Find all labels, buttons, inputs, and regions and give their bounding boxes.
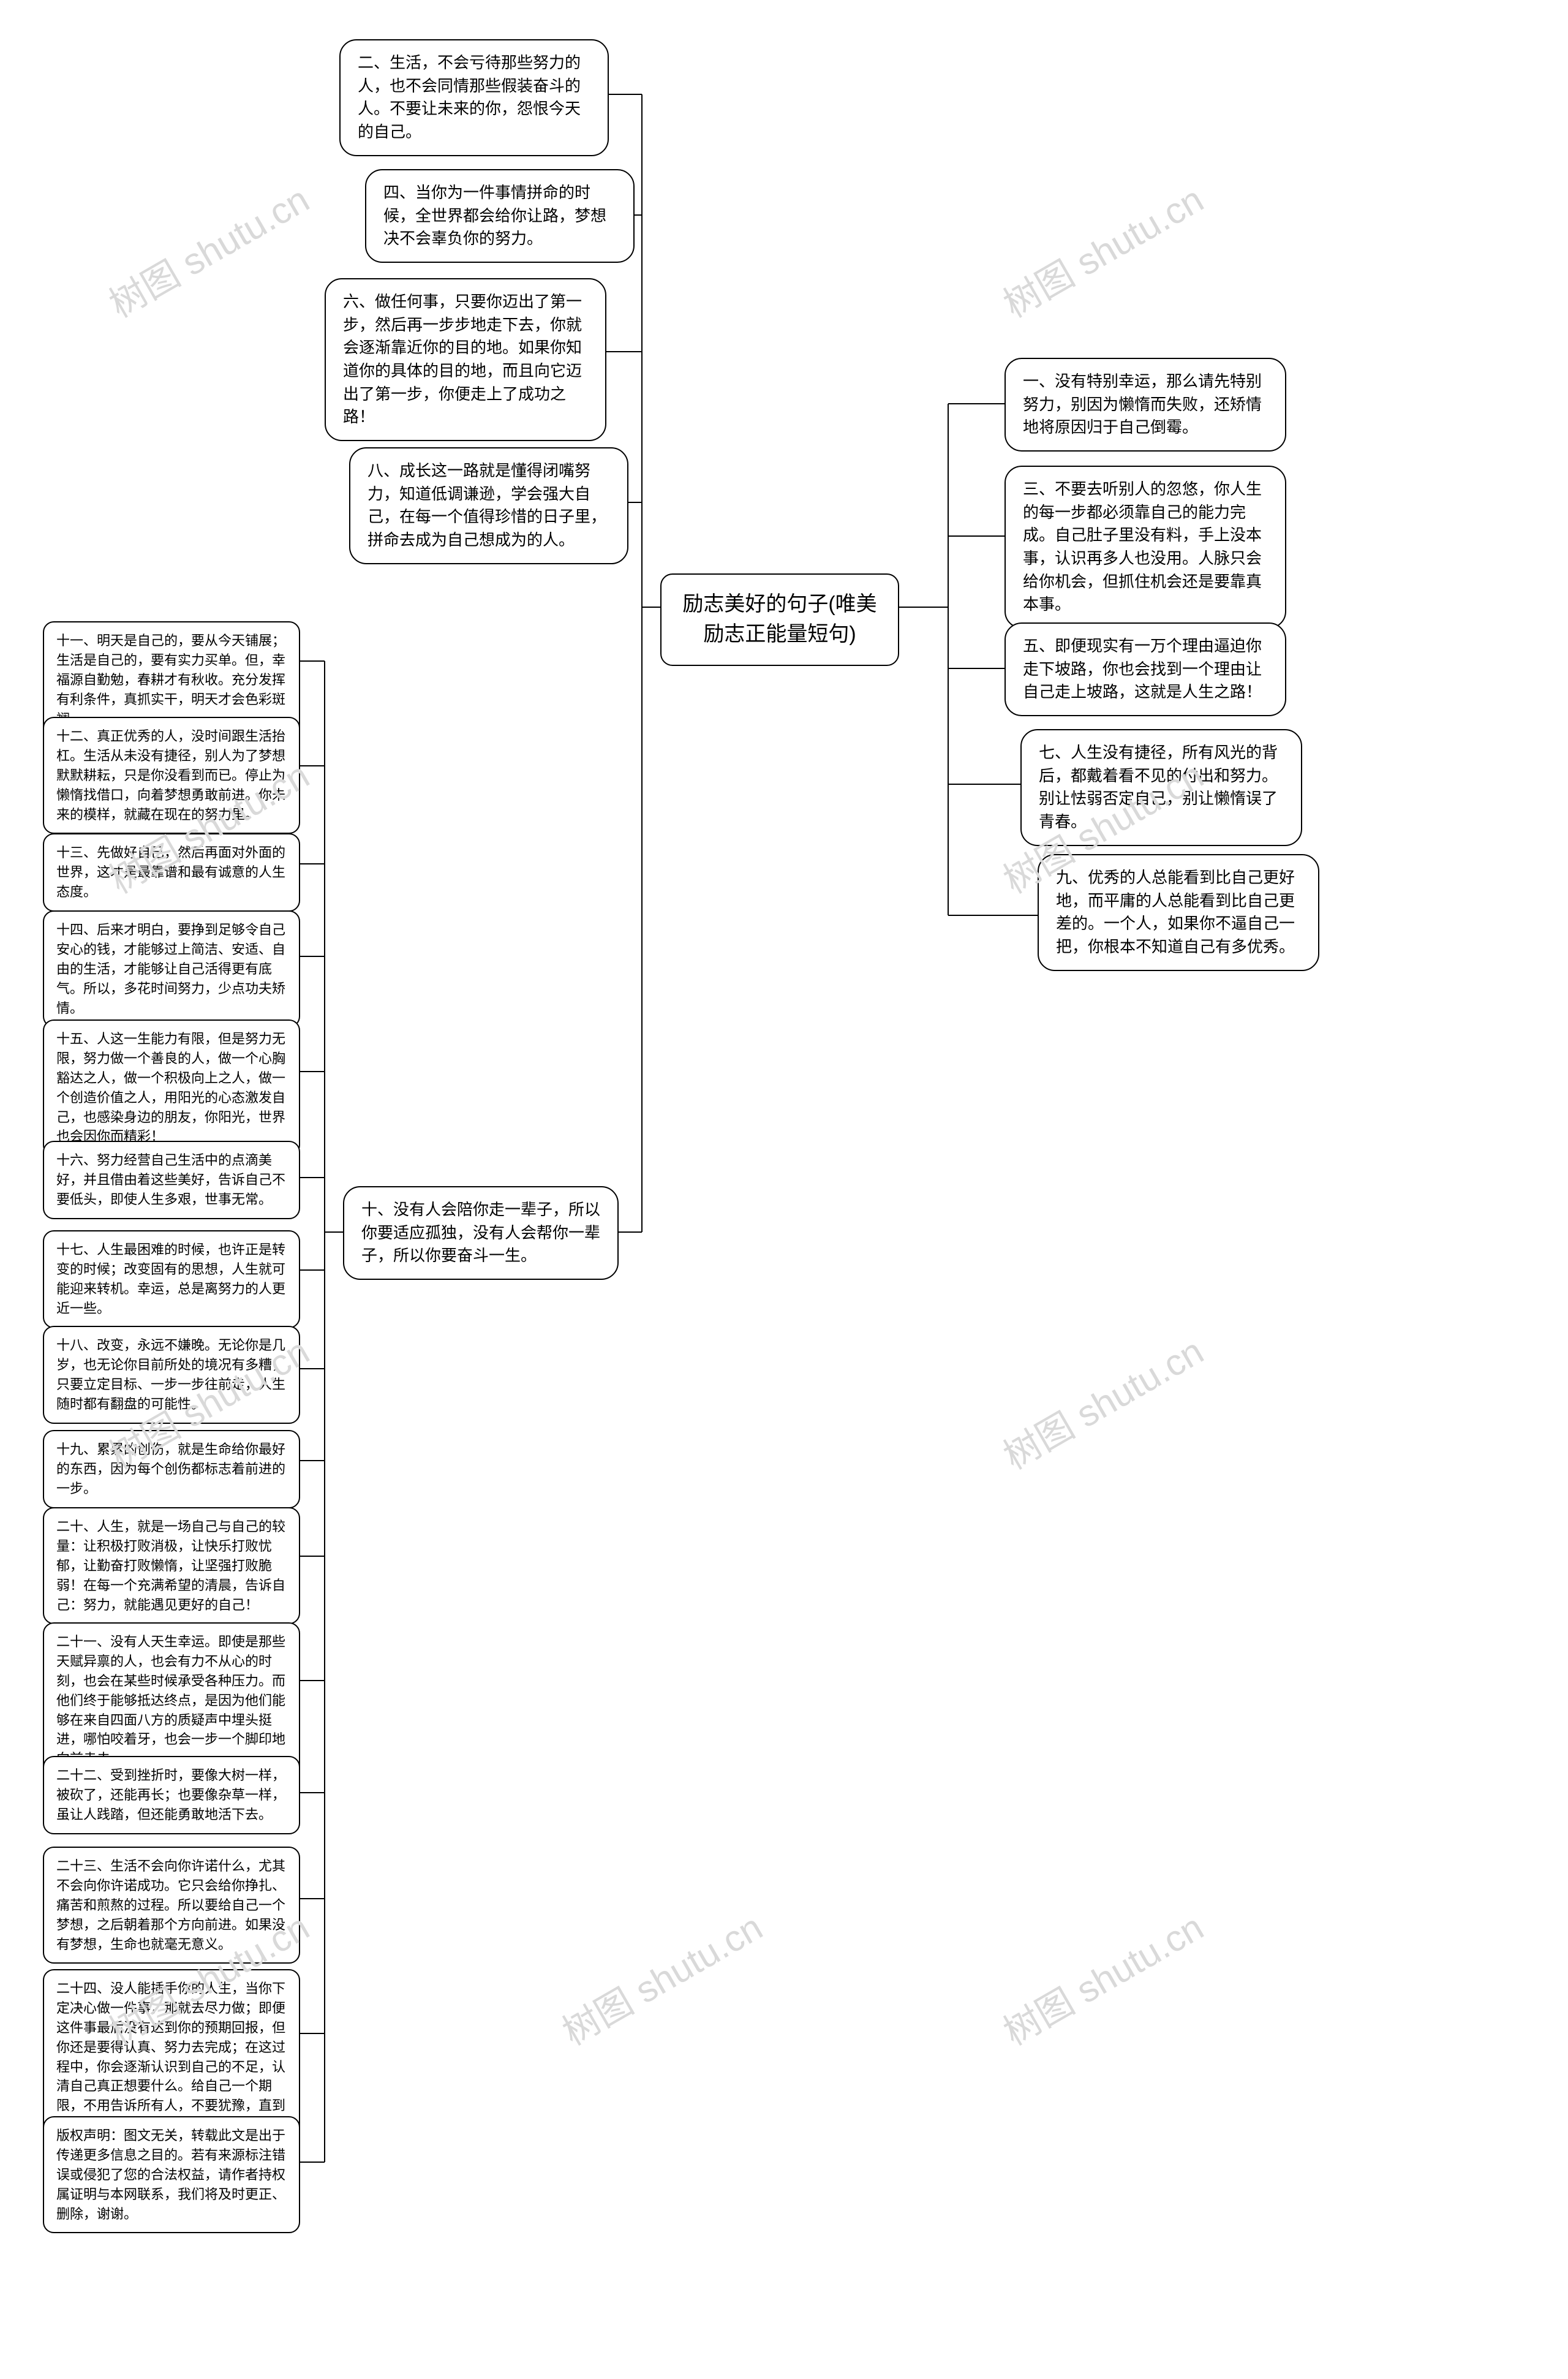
mindmap-node: 十五、人这一生能力有限，但是努力无限，努力做一个善良的人，做一个心胸豁达之人，做… (43, 1019, 300, 1156)
watermark: 树图 shutu.cn (551, 1898, 771, 2056)
mindmap-node: 励志美好的句子(唯美励志正能量短句) (660, 573, 899, 666)
mindmap-node: 一、没有特别幸运，那么请先特别努力，别因为懒惰而失败，还矫情地将原因归于自己倒霉… (1005, 358, 1286, 452)
mindmap-node: 七、人生没有捷径，所有风光的背后，都戴着看不见的付出和努力。别让怯弱否定自己，别… (1020, 729, 1302, 846)
mindmap-node: 二十三、生活不会向你许诺什么，尤其不会向你许诺成功。它只会给你挣扎、痛苦和煎熬的… (43, 1847, 300, 1964)
mindmap-node: 八、成长这一路就是懂得闭嘴努力，知道低调谦逊，学会强大自己，在每一个值得珍惜的日… (349, 447, 628, 564)
mindmap-node: 二十、人生，就是一场自己与自己的较量：让积极打败消极，让快乐打败忧郁，让勤奋打败… (43, 1507, 300, 1624)
mindmap-node: 三、不要去听别人的忽悠，你人生的每一步都必须靠自己的能力完成。自己肚子里没有料，… (1005, 466, 1286, 629)
watermark: 树图 shutu.cn (992, 1898, 1212, 2056)
mindmap-node: 二十一、没有人天生幸运。即使是那些天赋异禀的人，也会有力不从心的时刻，也会在某些… (43, 1622, 300, 1779)
mindmap-node: 十九、累累的创伤，就是生命给你最好的东西，因为每个创伤都标志着前进的一步。 (43, 1430, 300, 1508)
mindmap-node: 十六、努力经营自己生活中的点滴美好，并且借由着这些美好，告诉自己不要低头，即使人… (43, 1141, 300, 1219)
mindmap-node: 五、即便现实有一万个理由逼迫你走下坡路，你也会找到一个理由让自己走上坡路，这就是… (1005, 622, 1286, 716)
mindmap-node: 十八、改变，永远不嫌晚。无论你是几岁，也无论你目前所处的境况有多糟，只要立定目标… (43, 1326, 300, 1424)
watermark: 树图 shutu.cn (98, 170, 317, 328)
watermark: 树图 shutu.cn (992, 170, 1212, 328)
mindmap-node: 二十二、受到挫折时，要像大树一样，被砍了，还能再长；也要像杂草一样，虽让人践踏，… (43, 1756, 300, 1834)
mindmap-node: 十二、真正优秀的人，没时间跟生活抬杠。生活从未没有捷径，别人为了梦想默默耕耘，只… (43, 717, 300, 834)
mindmap-node: 十、没有人会陪你走一辈子，所以你要适应孤独，没有人会帮你一辈子，所以你要奋斗一生… (343, 1186, 619, 1280)
mindmap-node: 十七、人生最困难的时候，也许正是转变的时候；改变固有的思想，人生就可能迎来转机。… (43, 1230, 300, 1328)
mindmap-node: 二、生活，不会亏待那些努力的人，也不会同情那些假装奋斗的人。不要让未来的你，怨恨… (339, 39, 609, 156)
mindmap-node: 六、做任何事，只要你迈出了第一步，然后再一步步地走下去，你就会逐渐靠近你的目的地… (325, 278, 606, 441)
mindmap-node: 版权声明：图文无关，转载此文是出于传递更多信息之目的。若有来源标注错误或侵犯了您… (43, 2116, 300, 2233)
mindmap-node: 四、当你为一件事情拼命的时候，全世界都会给你让路，梦想决不会辜负你的努力。 (365, 169, 635, 263)
mindmap-node: 九、优秀的人总能看到比自己更好地，而平庸的人总能看到比自己更差的。一个人，如果你… (1038, 854, 1319, 971)
mindmap-node: 十四、后来才明白，要挣到足够令自己安心的钱，才能够过上简洁、安适、自由的生活，才… (43, 910, 300, 1027)
mindmap-canvas: 励志美好的句子(唯美励志正能量短句) 一、没有特别幸运，那么请先特别努力，别因为懒… (0, 0, 1568, 2379)
mindmap-node: 十三、先做好自己，然后再面对外面的世界，这才是最靠谱和最有诚意的人生态度。 (43, 833, 300, 912)
watermark: 树图 shutu.cn (992, 1322, 1212, 1480)
